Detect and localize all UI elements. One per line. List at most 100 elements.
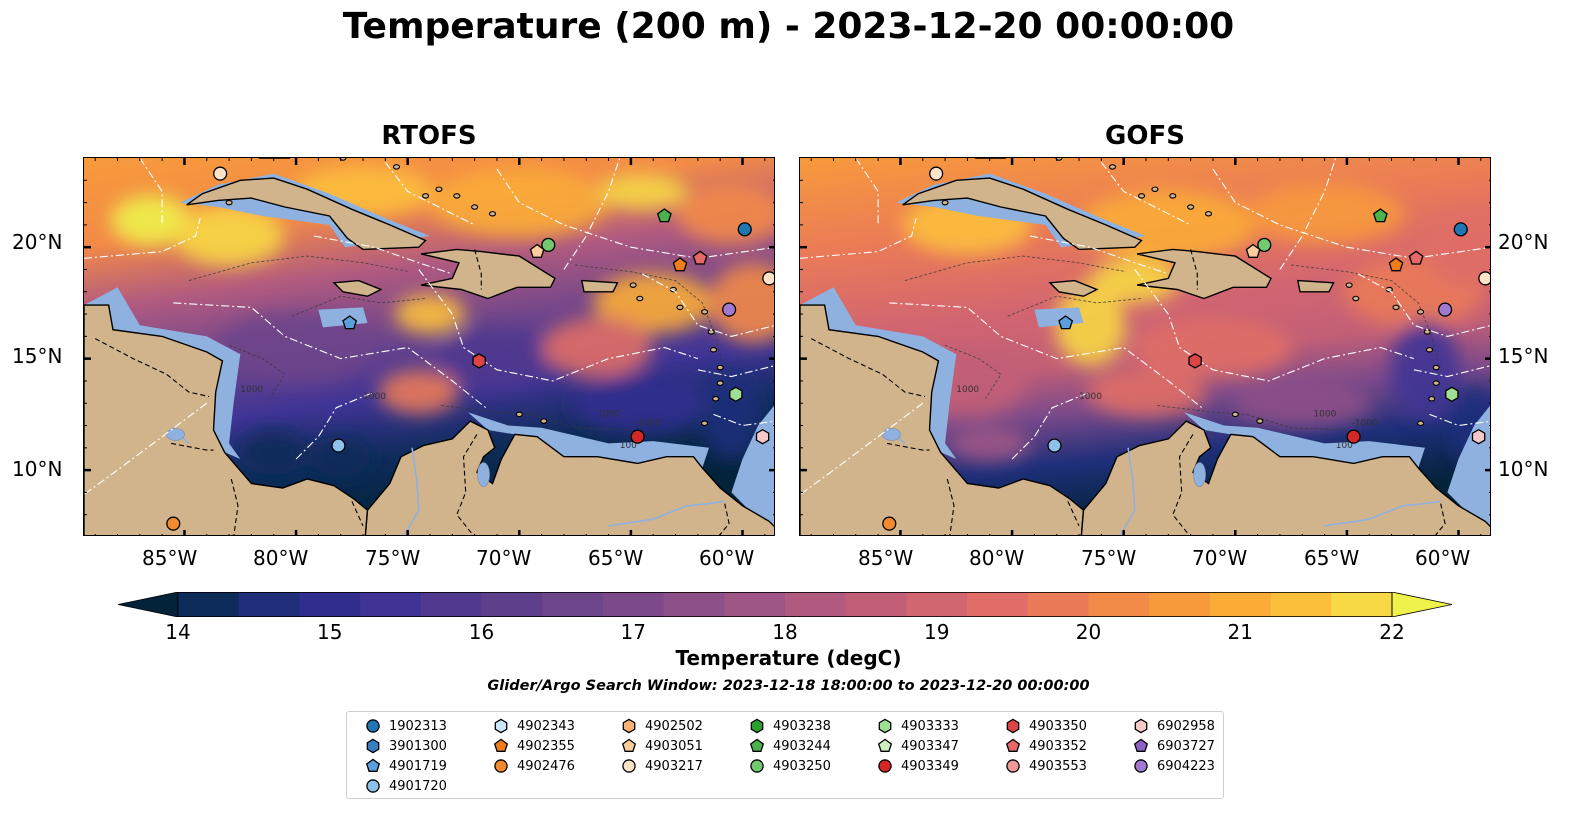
legend-marker-shape [1133, 738, 1149, 752]
float-marker-4903349[interactable] [630, 429, 645, 444]
legend-label: 4903349 [901, 758, 959, 774]
legend-item-4902343: 4902343 [493, 716, 575, 736]
land-hispaniola [420, 248, 556, 300]
float-marker-4903217[interactable] [1478, 271, 1491, 286]
float-marker-6902958[interactable] [755, 428, 770, 445]
legend-marker-circle-icon [622, 759, 636, 773]
float-marker-4902476[interactable] [882, 516, 897, 531]
legend-label: 4903333 [901, 718, 959, 734]
lon-tick-label: 80°W [253, 546, 309, 570]
lon-tick-label: 80°W [969, 546, 1025, 570]
legend-marker-pentagon-icon [1133, 738, 1149, 752]
float-marker-1902313[interactable] [1453, 222, 1468, 237]
legend-item-6904223: 6904223 [1133, 756, 1215, 776]
float-marker-4903352[interactable] [692, 250, 708, 265]
float-marker-4903217[interactable] [929, 166, 944, 181]
legend-marker-shape [1134, 759, 1148, 773]
legend-label: 4901719 [389, 758, 447, 774]
legend-item-4903349: 4903349 [877, 756, 959, 776]
legend-marker-circle-icon [750, 759, 764, 773]
float-marker-4901720[interactable] [331, 438, 346, 453]
float-marker-4903217[interactable] [762, 271, 775, 286]
contour-label: -1000 [635, 419, 661, 429]
country-borders [810, 249, 1446, 535]
colorbar-segment [1270, 592, 1332, 617]
float-marker-4902476[interactable] [166, 516, 181, 531]
float-marker-6902958[interactable] [1471, 428, 1486, 445]
lon-tick-label: 65°W [588, 546, 644, 570]
lon-tick-label: 85°W [142, 546, 198, 570]
float-marker-4903250[interactable] [541, 237, 556, 253]
land-cuba [902, 177, 1143, 251]
float-marker-4903333[interactable] [729, 386, 743, 403]
land-puerto-rico [580, 279, 619, 293]
legend-marker-hexagon-icon [750, 718, 764, 734]
legend-marker-hexagon-icon [622, 718, 636, 734]
legend-label: 3901300 [389, 738, 447, 754]
legend-marker-circle-icon [366, 779, 380, 793]
float-marker-4903350[interactable] [1188, 353, 1202, 369]
float-marker-4903349[interactable] [1346, 429, 1361, 444]
colorbar-segment [724, 592, 786, 617]
rivers [882, 427, 1441, 535]
lon-tick-label: 85°W [858, 546, 914, 570]
rivers [166, 427, 725, 535]
lat-tick-label: 10°N [12, 457, 63, 481]
map-ticks [800, 158, 1490, 535]
float-marker-4903333[interactable] [1445, 386, 1459, 403]
legend-marker-shape [1005, 738, 1021, 752]
colorbar-tick-label: 17 [620, 620, 646, 644]
legend-marker-hexagon-icon [366, 738, 380, 754]
legend-item-6902958: 6902958 [1133, 716, 1215, 736]
legend-item-4903238: 4903238 [749, 716, 831, 736]
legend-marker-shape [493, 738, 509, 752]
search-window-text: Glider/Argo Search Window: 2023-12-18 18… [487, 678, 1090, 694]
float-marker-1902313[interactable] [737, 222, 752, 237]
colorbar-segment [420, 592, 483, 617]
float-marker-4903250[interactable] [1257, 237, 1272, 253]
country-borders [94, 249, 730, 535]
legend-item-4903250: 4903250 [749, 756, 831, 776]
legend-item-4903347: 4903347 [877, 736, 959, 756]
rtofs-panel-title: RTOFS [381, 121, 477, 151]
colorbar-tick-label: 18 [772, 620, 798, 644]
float-marker-4903244[interactable] [1372, 208, 1388, 223]
float-marker-4903352[interactable] [1408, 250, 1424, 265]
colorbar-segment [602, 592, 665, 617]
legend-marker-shape [366, 738, 380, 754]
legend-marker-shape [1006, 718, 1020, 734]
gofs-map[interactable]: 1000 1000 1000 100 -1000 [799, 157, 1491, 536]
float-marker-4901720[interactable] [1047, 438, 1062, 453]
float-marker-4903051[interactable] [1245, 243, 1261, 258]
lon-tick-label: 70°W [1192, 546, 1248, 570]
legend-item-4903352: 4903352 [1005, 736, 1087, 756]
lon-tick-label: 60°W [1415, 546, 1471, 570]
legend-label: 1902313 [389, 718, 447, 734]
float-legend: 1902313 3901300 4901719 4901720 4902343 49023… [346, 711, 1224, 799]
legend-marker-circle-icon [1006, 759, 1020, 773]
float-marker-4902355[interactable] [672, 257, 688, 272]
float-marker-4901719[interactable] [342, 315, 358, 330]
land-hispaniola [1136, 248, 1272, 300]
legend-label: 4903238 [773, 718, 831, 734]
rtofs-map[interactable]: 1000 1000 1000 100 -1000 [83, 157, 775, 536]
float-marker-4901719[interactable] [1058, 315, 1074, 330]
colorbar-tick-label: 16 [468, 620, 495, 644]
float-marker-4903350[interactable] [472, 353, 486, 369]
float-marker-6904223[interactable] [722, 302, 737, 317]
legend-marker-shape [494, 759, 508, 773]
lon-tick-label: 75°W [1081, 546, 1137, 570]
legend-marker-circle-icon [1134, 759, 1148, 773]
colorbar-segment [542, 592, 604, 617]
legend-label: 6902958 [1157, 718, 1215, 734]
float-marker-6904223[interactable] [1438, 302, 1453, 317]
bathymetry-contours [188, 255, 723, 431]
float-marker-4903244[interactable] [656, 208, 672, 223]
legend-label: 4902343 [517, 718, 575, 734]
legend-marker-hexagon-icon [1134, 718, 1148, 734]
gofs-panel-title: GOFS [1105, 121, 1185, 151]
float-marker-4903051[interactable] [529, 243, 545, 258]
float-marker-4902355[interactable] [1388, 257, 1404, 272]
legend-label: 4903350 [1029, 718, 1087, 734]
float-marker-4903217[interactable] [213, 166, 228, 181]
